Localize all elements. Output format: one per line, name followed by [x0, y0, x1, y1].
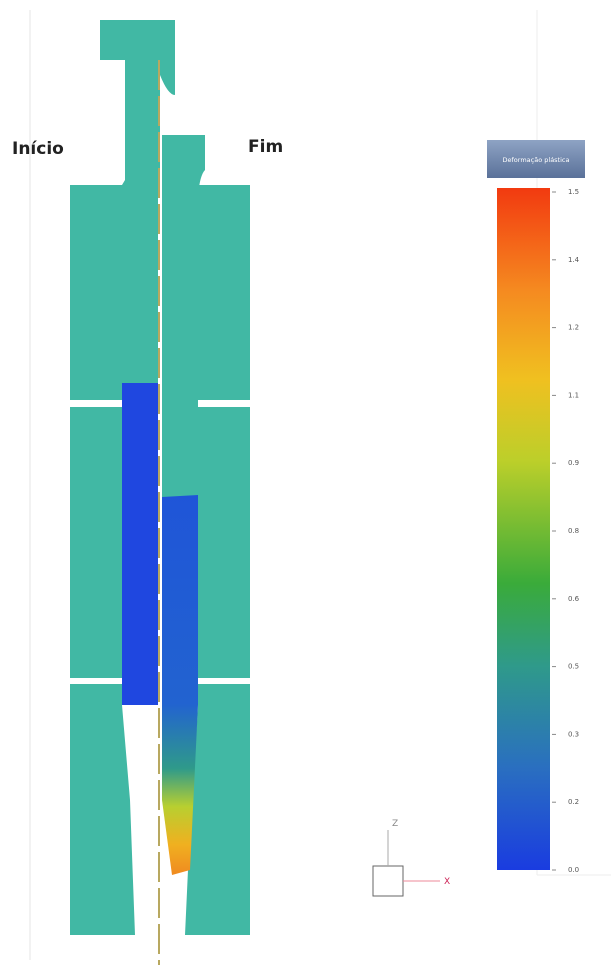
body: Início Fim Deformação plástica 0.0 0.2 0.3…: [0, 0, 611, 975]
tick-label: 1.1: [568, 391, 579, 399]
tick-label: 0.0: [568, 866, 579, 874]
tick-label: 0.8: [568, 527, 579, 535]
start-core: [122, 383, 158, 705]
tick-label: 0.9: [568, 459, 579, 467]
triad-box: [373, 866, 403, 896]
page: Simulação {"labels": {"start": "Início",…: [0, 0, 611, 975]
tick-label: 1.2: [568, 324, 579, 332]
tick-label: 0.6: [568, 595, 580, 603]
tick-label: 0.2: [568, 798, 579, 806]
tick-label: 1.5: [568, 188, 579, 196]
colorbar: [497, 188, 550, 870]
triad-x-label: X: [444, 877, 450, 887]
tick-label: 0.3: [568, 730, 579, 738]
start-label: Início: [12, 139, 64, 159]
scene: Início Fim Deformação plástica 0.0 0.2 0.3…: [0, 0, 611, 975]
tick-label: 1.4: [568, 256, 580, 264]
tick-label: 0.5: [568, 663, 579, 671]
colorbar-title: Deformação plástica: [503, 156, 570, 164]
end-label: Fim: [248, 137, 283, 157]
colorbar-ticks: 0.0 0.2 0.3 0.5 0.6 0.8 0.9 1.1 1.2 1.4 1.5: [552, 188, 580, 874]
triad-z-label: Z: [392, 819, 398, 829]
